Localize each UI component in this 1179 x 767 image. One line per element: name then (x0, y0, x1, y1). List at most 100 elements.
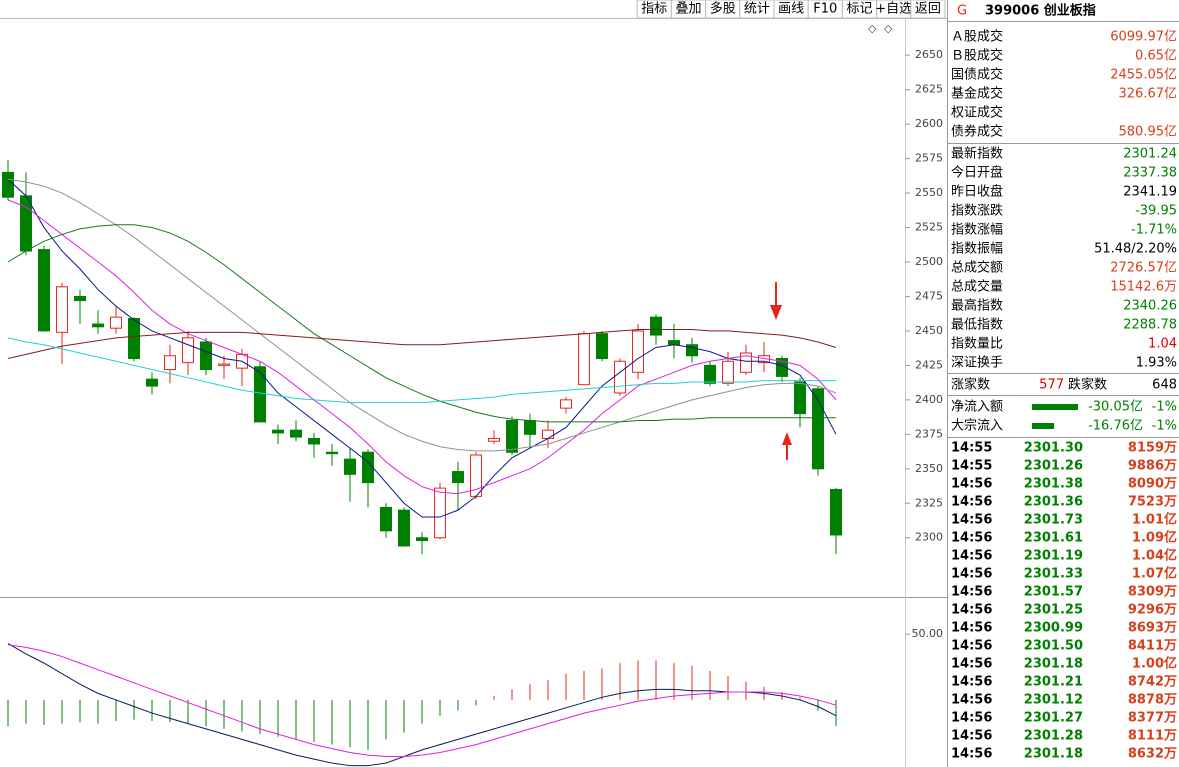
candle-body (794, 381, 806, 415)
trade-price: 2301.33 (1024, 567, 1083, 582)
trade-price: 2301.19 (1024, 549, 1083, 564)
candle-body (200, 341, 212, 371)
field-value: 2726.57亿 (1110, 261, 1177, 276)
field-label: 指数涨跌 (951, 203, 1003, 219)
field-label: 指数涨幅 (951, 223, 1003, 238)
trade-time: 14:56 (951, 693, 992, 708)
trade-volume: 8309万 (1128, 585, 1177, 600)
trade-volume: 8742万 (1128, 675, 1177, 690)
candle-body (740, 352, 752, 373)
trade-volume: 8159万 (1128, 441, 1177, 456)
icon[interactable]: ◇ (868, 22, 877, 35)
candle-body (146, 378, 158, 387)
trade-time: 14:56 (951, 531, 992, 546)
field-value: 1.93% (1136, 356, 1177, 371)
field-value: -39.95 (1135, 204, 1177, 219)
y-tick-label: 2425 (915, 358, 943, 371)
candle-body (218, 363, 230, 366)
trade-price: 2301.57 (1024, 585, 1083, 600)
arrow-down (770, 282, 782, 320)
candle-body (164, 355, 176, 371)
toolbar-label[interactable]: 叠加 (675, 2, 701, 17)
field-value: 1.04 (1148, 337, 1177, 352)
field-label: 总成交额 (951, 260, 1003, 276)
icon[interactable]: ◇ (884, 22, 893, 35)
y-tick-label: 2450 (915, 324, 943, 337)
y-tick-label: 2650 (915, 48, 943, 61)
field-label: 指数振幅 (951, 242, 1003, 257)
indicator-line (7, 329, 837, 359)
candle-body (524, 420, 536, 435)
trade-volume: 9296万 (1128, 603, 1177, 618)
field-label: 涨家数 (951, 377, 990, 393)
trade-price: 2301.73 (1024, 513, 1083, 528)
candle-body (632, 330, 644, 373)
trade-time: 14:56 (951, 621, 992, 636)
y-tick-label: 2475 (915, 289, 943, 302)
candle-body (830, 488, 842, 536)
trade-volume: 8411万 (1128, 639, 1177, 654)
trade-time: 14:56 (951, 639, 992, 654)
field-value: 2341.19 (1123, 185, 1177, 200)
candle-body (704, 364, 716, 384)
y-tick-label: 2350 (915, 462, 943, 475)
trade-volume: 1.07亿 (1132, 566, 1177, 582)
field-label: 最新指数 (951, 146, 1003, 162)
trade-time: 14:56 (951, 567, 992, 582)
toolbar-label[interactable]: +自选 (875, 2, 912, 17)
candle-body (650, 316, 662, 336)
toolbar-label[interactable]: 多股 (710, 1, 736, 17)
field-value: 580.95亿 (1119, 125, 1178, 140)
candle-body (20, 195, 32, 252)
trade-volume: 1.04亿 (1132, 548, 1177, 564)
field-label: 跌家数 (1068, 377, 1107, 393)
field-label: 今日开盘 (951, 165, 1003, 181)
toolbar-button[interactable] (910, 0, 946, 19)
candle-body (398, 509, 410, 547)
field-value: 15142.6万 (1110, 280, 1177, 295)
candle-body (542, 429, 554, 439)
trade-time: 14:55 (951, 459, 992, 474)
indicator-line (7, 224, 836, 423)
candle-body (110, 316, 122, 329)
toolbar-label[interactable]: 标记 (846, 2, 872, 17)
y-tick-label: 2625 (915, 83, 943, 96)
y-tick-label: 2375 (915, 427, 943, 440)
trade-time: 14:56 (951, 657, 992, 672)
trade-time: 14:56 (951, 477, 992, 492)
trade-price: 2301.25 (1024, 603, 1083, 618)
candle-body (686, 344, 698, 357)
candle-body (308, 437, 320, 445)
candle-body (254, 366, 266, 423)
trade-time: 14:56 (951, 711, 992, 726)
field-label: 最高指数 (951, 298, 1003, 314)
candle-body (812, 388, 824, 470)
indicator-line (7, 178, 837, 452)
field-value: 648 (1152, 378, 1177, 393)
y-tick-label: 50.00 (912, 627, 944, 640)
flow-bar (1032, 404, 1078, 410)
toolbar-label[interactable]: F10 (813, 2, 837, 17)
toolbar-label[interactable]: 画线 (778, 2, 804, 17)
trade-time: 14:56 (951, 549, 992, 564)
arrow-up (782, 432, 792, 460)
y-tick-label: 2300 (915, 531, 943, 544)
field-label: 最低指数 (951, 318, 1003, 333)
trade-price: 2301.50 (1024, 639, 1083, 654)
trade-price: 2301.36 (1024, 495, 1083, 510)
trade-volume: 8111万 (1128, 729, 1177, 744)
candle-body (668, 340, 680, 346)
toolbar-label[interactable]: 统计 (744, 2, 770, 17)
field-label: 总成交量 (951, 279, 1003, 295)
candle-body (722, 360, 734, 384)
field-pct: -1% (1152, 400, 1177, 415)
candle-body (434, 487, 446, 539)
panel-title: 399006 创业板指 (985, 3, 1096, 19)
trade-price: 2301.18 (1024, 657, 1083, 672)
y-tick-label: 2600 (915, 117, 943, 130)
candle-body (506, 420, 518, 453)
toolbar-label[interactable]: 返回 (915, 2, 941, 17)
toolbar-label[interactable]: 指标 (641, 2, 667, 17)
candle-body (92, 323, 104, 328)
field-label: Ａ股成交 (951, 29, 1003, 45)
